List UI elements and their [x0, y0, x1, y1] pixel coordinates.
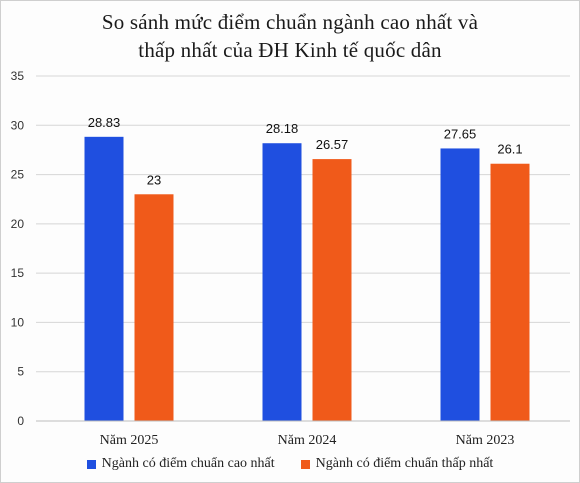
- legend-swatch-lowest: [300, 459, 310, 469]
- data-label: 26.57: [316, 137, 349, 152]
- data-label: 23: [147, 172, 161, 187]
- legend-item-highest: Ngành có điểm chuẩn cao nhất: [86, 456, 275, 472]
- bar: [312, 159, 352, 422]
- y-tick-label: 35: [11, 69, 25, 83]
- y-tick-label: 30: [11, 118, 25, 132]
- bar: [134, 194, 174, 421]
- x-category-label: Năm 2023: [456, 433, 515, 448]
- chart-title: So sánh mức điểm chuẩn ngành cao nhất và…: [0, 8, 580, 64]
- chart-title-line-1: So sánh mức điểm chuẩn ngành cao nhất và: [101, 10, 479, 34]
- chart-title-line-2: thấp nhất của ĐH Kinh tế quốc dân: [138, 38, 442, 62]
- x-category-label: Năm 2025: [100, 433, 159, 448]
- legend: Ngành có điểm chuẩn cao nhất Ngành có đi…: [0, 456, 580, 472]
- legend-label-highest: Ngành có điểm chuẩn cao nhất: [101, 456, 275, 471]
- y-tick-label: 10: [11, 315, 25, 329]
- legend-item-lowest: Ngành có điểm chuẩn thấp nhất: [300, 456, 494, 472]
- data-label: 28.18: [266, 121, 299, 136]
- y-tick-label: 0: [17, 414, 24, 428]
- data-label: 27.65: [444, 126, 477, 141]
- y-tick-label: 15: [11, 266, 25, 280]
- bar: [440, 148, 480, 421]
- legend-swatch-highest: [86, 459, 96, 469]
- y-tick-label: 20: [11, 217, 25, 231]
- bar: [84, 136, 124, 421]
- data-label: 26.1: [497, 142, 522, 157]
- data-label: 28.83: [88, 115, 121, 130]
- bar: [490, 163, 530, 421]
- bar: [262, 143, 302, 421]
- y-tick-label: 25: [11, 168, 25, 182]
- legend-label-lowest: Ngành có điểm chuẩn thấp nhất: [315, 456, 494, 471]
- y-tick-label: 5: [17, 365, 24, 379]
- x-category-label: Năm 2024: [278, 433, 337, 448]
